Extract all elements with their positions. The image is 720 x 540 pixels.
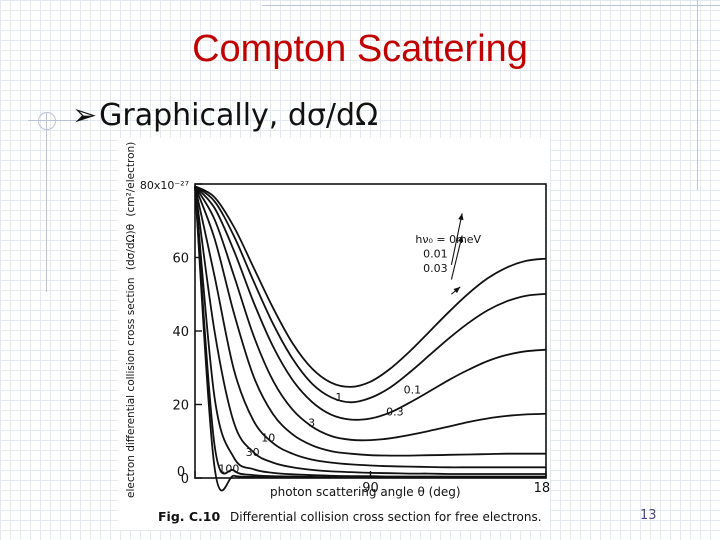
curve-label-6: 3	[308, 417, 315, 430]
leader-arrowhead-2	[453, 286, 461, 294]
axis-layer: 0 20 40 60 80x10⁻²⁷ 0 90 180	[140, 179, 559, 496]
series-line-2	[194, 185, 547, 421]
series-line-8	[194, 186, 546, 479]
leader-arrowhead-0	[458, 213, 464, 221]
slide-number: 13	[640, 508, 657, 523]
decorative-bullet-rule	[28, 120, 88, 121]
series-line-0	[194, 185, 547, 388]
slide-title: Compton Scattering	[192, 28, 528, 70]
y-axis-title-prefix: electron differential collision cross se…	[125, 277, 137, 498]
series-line-6	[194, 186, 546, 475]
x-tick-label: 0	[177, 465, 185, 480]
y-tick-label: 40	[172, 325, 189, 340]
figure-caption-text: Differential collision cross section for…	[230, 510, 542, 524]
curve-label-0: hν₀ = 0meV	[415, 233, 481, 246]
decorative-top-rule	[262, 5, 720, 6]
decorative-left-rule	[46, 112, 47, 292]
y-axis-title-formula: (dσ/dΩ)θ	[125, 224, 137, 270]
x-tick-label: 90	[362, 481, 379, 496]
y-axis-title-unit: (cm²/electron)	[125, 142, 137, 217]
cross-section-chart: 0 20 40 60 80x10⁻²⁷ 0 90 180 hν₀ = 0meV 0.010.03…	[125, 142, 559, 524]
series-line-4	[194, 185, 546, 457]
curve-label-9: 100	[218, 462, 239, 475]
series-line-1	[194, 185, 547, 404]
decorative-circle	[38, 112, 56, 130]
y-axis-title: electron differential collision cross se…	[125, 142, 137, 498]
figure-caption-label: Fig. C.10	[158, 509, 220, 524]
plot-layer	[194, 185, 547, 492]
curve-label-7: 10	[261, 431, 275, 444]
bullet-item: ➢Graphically, dσ/dΩ	[72, 98, 378, 133]
series-line-3	[194, 185, 547, 442]
series-line-5	[194, 186, 546, 469]
x-axis-title: photon scattering angle θ (deg)	[270, 485, 461, 499]
decorative-right-rule	[697, 0, 698, 190]
leader-line-0	[450, 213, 463, 265]
curve-label-4: 0.3	[386, 406, 404, 419]
curve-label-3: 0.1	[404, 383, 422, 396]
curve-label-5: 1	[335, 391, 342, 404]
plot-frame	[194, 183, 547, 479]
y-tick-label: 0	[181, 472, 189, 487]
curve-label-8: 30	[246, 446, 260, 459]
leader-line-1	[450, 235, 463, 280]
curve-label-1: 0.01	[423, 248, 448, 261]
x-tick-label: 180	[534, 481, 550, 496]
curve-label-2: 0.03	[423, 262, 448, 275]
y-tick-label: 80x10⁻²⁷	[140, 179, 189, 192]
series-line-9	[194, 186, 546, 492]
bullet-arrow-icon: ➢	[72, 98, 98, 133]
series-line-7	[194, 186, 546, 478]
leader-arrowhead-1	[457, 235, 464, 243]
figure-scan: 0 20 40 60 80x10⁻²⁷ 0 90 180 hν₀ = 0meV 0.010.03…	[118, 138, 559, 530]
y-tick-label: 60	[172, 252, 189, 267]
bullet-text: Graphically, dσ/dΩ	[99, 98, 379, 133]
y-tick-label: 20	[172, 399, 189, 414]
